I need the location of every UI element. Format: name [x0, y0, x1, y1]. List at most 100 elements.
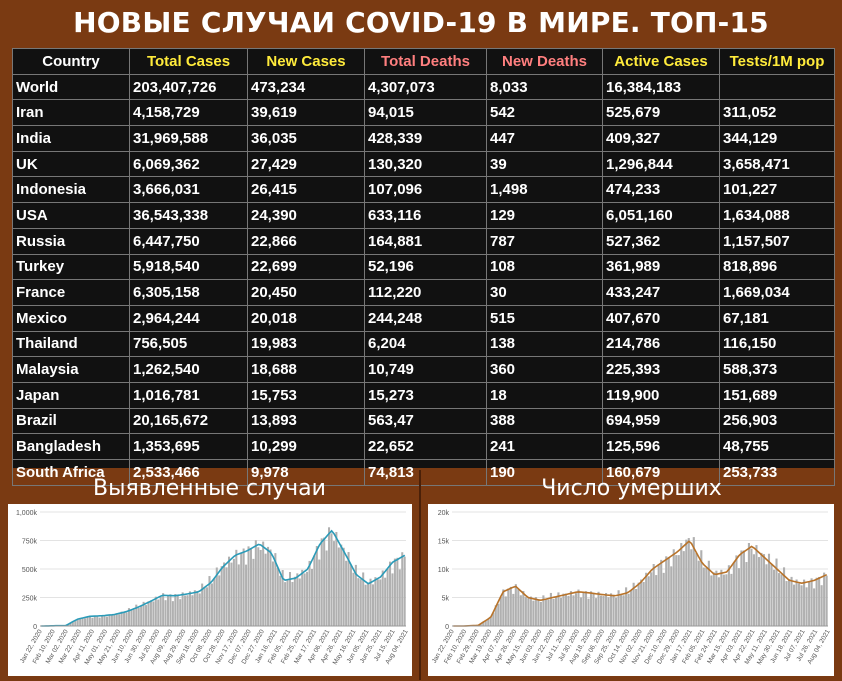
table-cell: 138: [487, 331, 603, 357]
bar: [803, 580, 805, 626]
table-cell: Bangladesh: [13, 434, 130, 460]
table-cell: 94,015: [365, 100, 487, 126]
table-cell: 447: [487, 126, 603, 152]
bar: [645, 573, 647, 626]
bar: [698, 561, 700, 626]
bar: [218, 575, 220, 626]
bar: [360, 579, 362, 626]
bar: [688, 538, 690, 626]
bar: [401, 552, 403, 626]
bar: [670, 566, 672, 626]
bar: [316, 546, 318, 626]
bar: [318, 560, 320, 626]
y-tick-label: 250k: [22, 596, 38, 603]
column-header: Total Cases: [130, 49, 248, 75]
table-cell: 129: [487, 203, 603, 229]
bar: [323, 538, 325, 626]
table-cell: 1,016,781: [130, 382, 248, 408]
bar: [813, 588, 815, 626]
table-cell: 5,918,540: [130, 254, 248, 280]
bar: [240, 552, 242, 626]
table-cell: Russia: [13, 228, 130, 254]
bar: [113, 615, 115, 626]
bar: [552, 599, 554, 626]
bar: [138, 608, 140, 626]
bar: [379, 579, 381, 626]
table-cell: 13,893: [248, 408, 365, 434]
bar: [333, 541, 335, 626]
table-cell: 125,596: [603, 434, 720, 460]
bar: [299, 578, 301, 626]
bar: [590, 591, 592, 626]
table-cell: 48,755: [720, 434, 835, 460]
bar: [101, 615, 103, 626]
y-tick-label: 750k: [22, 539, 38, 546]
bar: [348, 552, 350, 626]
table-cell: 588,373: [720, 357, 835, 383]
bar: [162, 593, 164, 626]
bar: [145, 605, 147, 626]
bar: [243, 548, 245, 626]
bar: [660, 560, 662, 626]
bar: [206, 587, 208, 626]
table-cell: 116,150: [720, 331, 835, 357]
bar: [733, 562, 735, 626]
bar: [284, 582, 286, 626]
bar: [530, 597, 532, 626]
bar: [96, 616, 98, 626]
table-cell: 26,415: [248, 177, 365, 203]
bar: [272, 561, 274, 626]
bar: [678, 555, 680, 626]
bar: [123, 612, 125, 626]
bar: [377, 579, 379, 626]
bar: [532, 601, 534, 626]
bar: [367, 583, 369, 626]
bar: [155, 597, 157, 626]
bar: [555, 597, 557, 626]
bar: [760, 553, 762, 626]
bar: [262, 542, 264, 626]
bar: [745, 562, 747, 626]
bar: [265, 554, 267, 626]
table-cell: [720, 74, 835, 100]
bar: [791, 577, 793, 626]
bar: [387, 569, 389, 626]
bar: [179, 599, 181, 626]
table-cell: 407,670: [603, 305, 720, 331]
bar: [663, 573, 665, 626]
table-cell: 409,327: [603, 126, 720, 152]
bar: [505, 596, 507, 626]
bar: [357, 578, 359, 626]
bar: [223, 562, 225, 626]
table-cell: 8,033: [487, 74, 603, 100]
bar: [391, 573, 393, 626]
bar: [628, 594, 630, 626]
table-cell: 1,498: [487, 177, 603, 203]
bar: [228, 557, 230, 626]
bar: [267, 547, 269, 626]
bar: [150, 600, 152, 626]
bar: [567, 596, 569, 626]
bar: [287, 580, 289, 626]
bar: [725, 574, 727, 626]
bar: [690, 549, 692, 626]
bar: [277, 568, 279, 626]
bar: [755, 545, 757, 626]
bar: [152, 601, 154, 626]
bar: [84, 618, 86, 626]
table-cell: 36,035: [248, 126, 365, 152]
bar: [340, 545, 342, 626]
table-cell: 24,390: [248, 203, 365, 229]
bar: [740, 550, 742, 626]
bar: [750, 549, 752, 626]
table-cell: 27,429: [248, 151, 365, 177]
column-header: Active Cases: [603, 49, 720, 75]
table-cell: 6,051,160: [603, 203, 720, 229]
